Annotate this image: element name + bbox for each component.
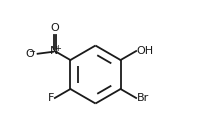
Text: −: − <box>28 47 35 56</box>
Text: OH: OH <box>137 46 154 56</box>
Text: O: O <box>25 49 34 59</box>
Text: F: F <box>48 93 54 103</box>
Text: N: N <box>50 46 58 56</box>
Text: +: + <box>54 44 61 53</box>
Text: O: O <box>50 23 59 33</box>
Text: Br: Br <box>137 93 149 103</box>
